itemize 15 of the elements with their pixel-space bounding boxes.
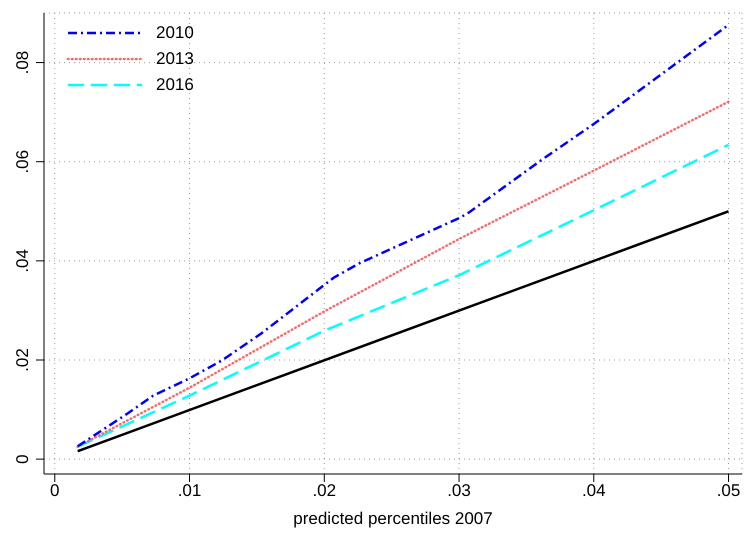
x-axis-title: predicted percentiles 2007 (293, 509, 493, 528)
y-tick-label: 0 (13, 454, 32, 464)
x-tick-label: 0 (50, 481, 60, 500)
y-tick-label: .04 (13, 249, 32, 273)
x-tick-label: .05 (716, 481, 740, 500)
legend-label: 2010 (156, 23, 194, 43)
y-tick-label: .02 (13, 348, 32, 372)
legend-label: 2013 (156, 49, 194, 69)
y-tick-label: .08 (13, 50, 32, 74)
y-tick-label: .06 (13, 150, 32, 174)
legend-label: 2016 (156, 75, 194, 95)
x-tick-label: .04 (582, 481, 606, 500)
x-tick-label: .01 (178, 481, 202, 500)
x-tick-label: .02 (312, 481, 336, 500)
x-tick-label: .03 (447, 481, 471, 500)
